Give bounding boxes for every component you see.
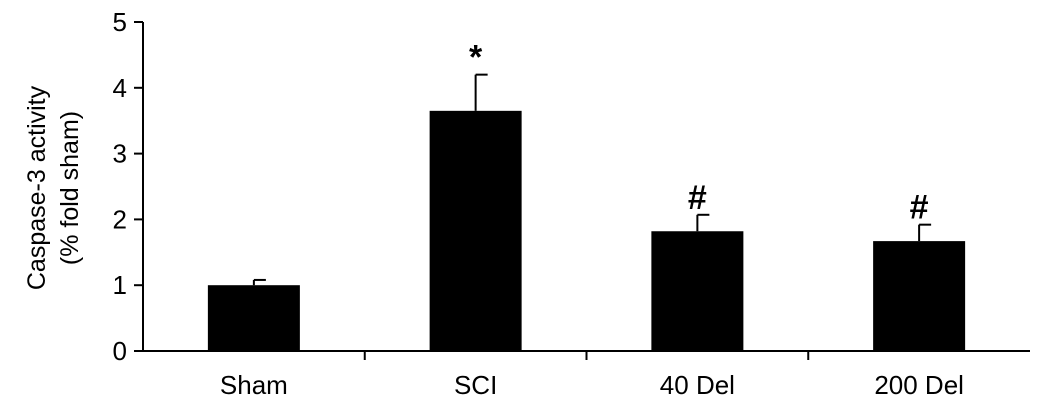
annotation-3: # <box>910 189 929 227</box>
y-tick-label-0: 0 <box>113 336 127 366</box>
bar-1 <box>429 110 522 351</box>
annotation-1: * <box>469 39 483 77</box>
y-tick-label-5: 5 <box>113 7 127 37</box>
y-axis-title: Caspase-3 activity (% fold sham) <box>23 85 84 290</box>
y-tick-label-4: 4 <box>113 73 127 103</box>
y-axis-title-line-1: Caspase-3 activity <box>23 85 51 290</box>
annotation-2: # <box>688 179 707 217</box>
x-tick-label-2: 40 Del <box>660 370 735 400</box>
y-tick-label-3: 3 <box>113 139 127 169</box>
x-tick-label-1: SCI <box>454 370 497 400</box>
plot-area: 0 1 2 3 4 5 Sham * SCI #40 Del #200 Del <box>113 7 1030 400</box>
bar-2 <box>651 231 744 351</box>
x-tick-label-3: 200 Del <box>874 370 964 400</box>
bar-3 <box>873 241 966 351</box>
bar-0 <box>207 285 300 351</box>
y-tick-label-1: 1 <box>113 270 127 300</box>
y-tick-label-2: 2 <box>113 204 127 234</box>
y-axis-title-line-2: (% fold sham) <box>56 111 84 265</box>
x-tick-label-0: Sham <box>220 370 288 400</box>
